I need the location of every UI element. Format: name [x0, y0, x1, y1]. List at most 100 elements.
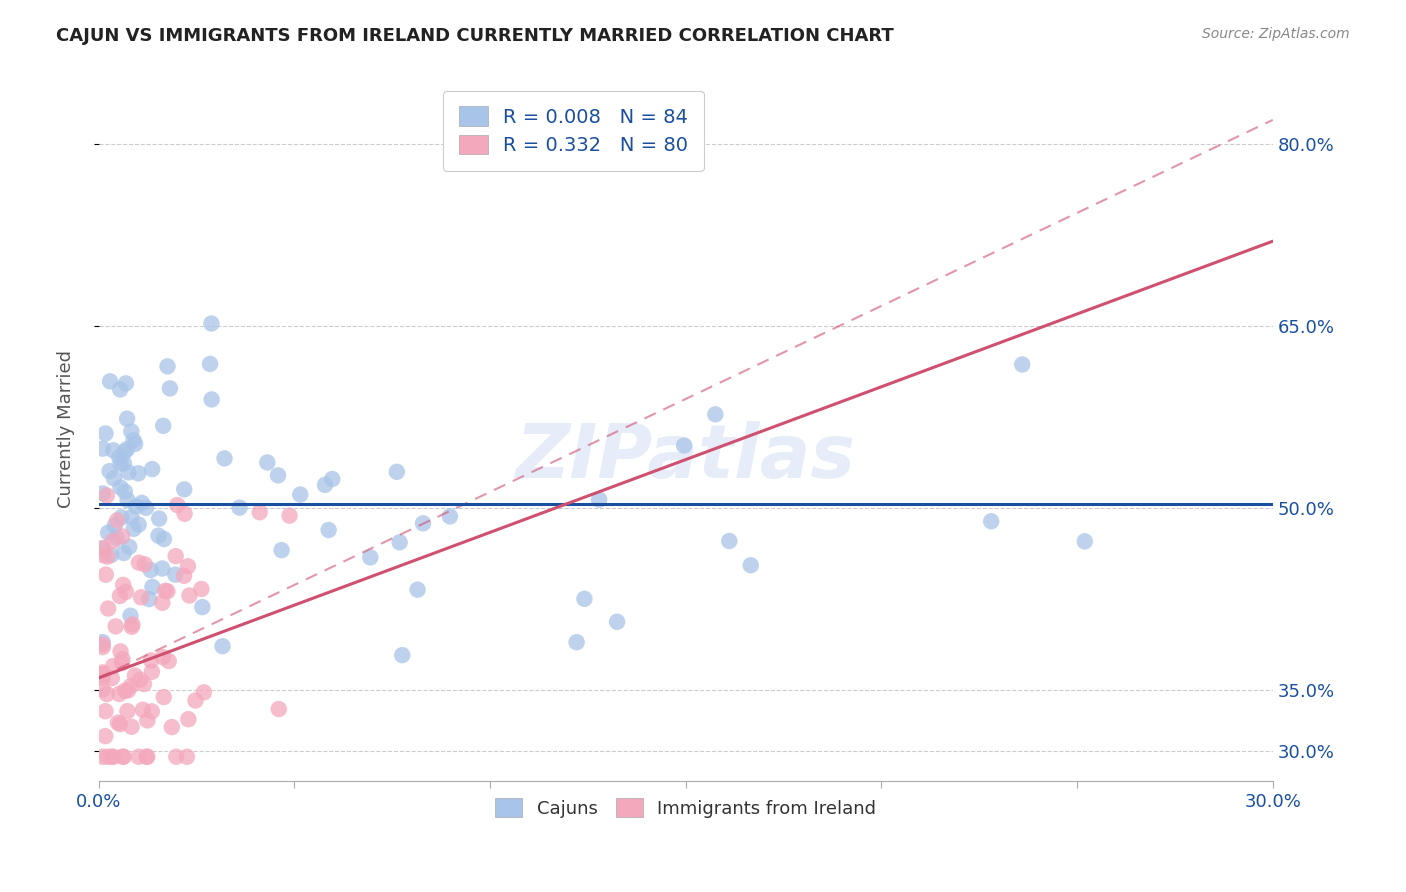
Point: [150, 561, 173, 575]
Point: [112, 546, 135, 560]
Point: [115, 585, 138, 599]
Point: [121, 617, 143, 632]
Point: [166, 498, 188, 512]
Point: [740, 558, 762, 573]
Point: [117, 466, 139, 480]
Point: [156, 584, 179, 599]
Point: [136, 749, 159, 764]
Point: [128, 749, 150, 764]
Point: [135, 749, 157, 764]
Point: [321, 472, 343, 486]
Point: [122, 522, 145, 536]
Point: [131, 496, 153, 510]
Point: [173, 568, 195, 582]
Point: [100, 749, 122, 764]
Point: [211, 639, 233, 653]
Point: [105, 531, 128, 545]
Point: [190, 582, 212, 596]
Point: [141, 580, 163, 594]
Point: [114, 484, 136, 499]
Point: [108, 383, 131, 397]
Point: [94, 567, 117, 582]
Point: [94, 729, 117, 743]
Point: [152, 690, 174, 704]
Point: [125, 500, 148, 514]
Point: [120, 510, 142, 524]
Point: [152, 650, 174, 665]
Point: [98, 375, 121, 389]
Point: [388, 535, 411, 549]
Point: [270, 543, 292, 558]
Point: [110, 481, 132, 495]
Point: [108, 589, 131, 603]
Point: [101, 534, 124, 549]
Point: [101, 659, 124, 673]
Point: [153, 532, 176, 546]
Point: [135, 500, 157, 515]
Point: [176, 749, 198, 764]
Point: [97, 525, 120, 540]
Point: [91, 442, 114, 456]
Point: [200, 317, 222, 331]
Point: [256, 455, 278, 469]
Point: [110, 644, 132, 658]
Point: [105, 513, 128, 527]
Point: [159, 381, 181, 395]
Point: [574, 591, 596, 606]
Point: [136, 714, 159, 728]
Point: [150, 596, 173, 610]
Point: [214, 451, 236, 466]
Point: [98, 464, 121, 478]
Point: [96, 687, 118, 701]
Point: [132, 677, 155, 691]
Point: [121, 720, 143, 734]
Point: [179, 589, 201, 603]
Point: [103, 749, 125, 764]
Text: CAJUN VS IMMIGRANTS FROM IRELAND CURRENTLY MARRIED CORRELATION CHART: CAJUN VS IMMIGRANTS FROM IRELAND CURRENT…: [56, 27, 894, 45]
Point: [1011, 358, 1033, 372]
Point: [91, 486, 114, 500]
Point: [120, 679, 142, 693]
Point: [132, 703, 155, 717]
Point: [141, 462, 163, 476]
Point: [117, 683, 139, 698]
Point: [177, 559, 200, 574]
Point: [103, 443, 125, 458]
Point: [115, 376, 138, 391]
Point: [184, 693, 207, 707]
Point: [173, 507, 195, 521]
Point: [100, 671, 122, 685]
Point: [129, 673, 152, 687]
Point: [115, 442, 138, 457]
Point: [121, 620, 143, 634]
Point: [673, 438, 696, 452]
Point: [91, 667, 114, 681]
Point: [173, 483, 195, 497]
Point: [97, 601, 120, 615]
Point: [112, 749, 135, 764]
Point: [91, 665, 114, 680]
Point: [157, 654, 180, 668]
Point: [278, 508, 301, 523]
Point: [124, 437, 146, 451]
Point: [385, 465, 408, 479]
Legend: Cajuns, Immigrants from Ireland: Cajuns, Immigrants from Ireland: [488, 791, 883, 825]
Point: [122, 434, 145, 448]
Point: [439, 509, 461, 524]
Point: [91, 640, 114, 654]
Point: [134, 558, 156, 572]
Point: [148, 529, 170, 543]
Text: ZIPatlas: ZIPatlas: [516, 421, 856, 494]
Point: [191, 600, 214, 615]
Point: [165, 567, 187, 582]
Point: [91, 667, 114, 681]
Point: [141, 665, 163, 679]
Point: [103, 471, 125, 485]
Point: [120, 425, 142, 439]
Point: [114, 444, 136, 458]
Point: [127, 467, 149, 481]
Point: [267, 702, 290, 716]
Point: [1074, 534, 1097, 549]
Point: [108, 450, 131, 465]
Text: Source: ZipAtlas.com: Source: ZipAtlas.com: [1202, 27, 1350, 41]
